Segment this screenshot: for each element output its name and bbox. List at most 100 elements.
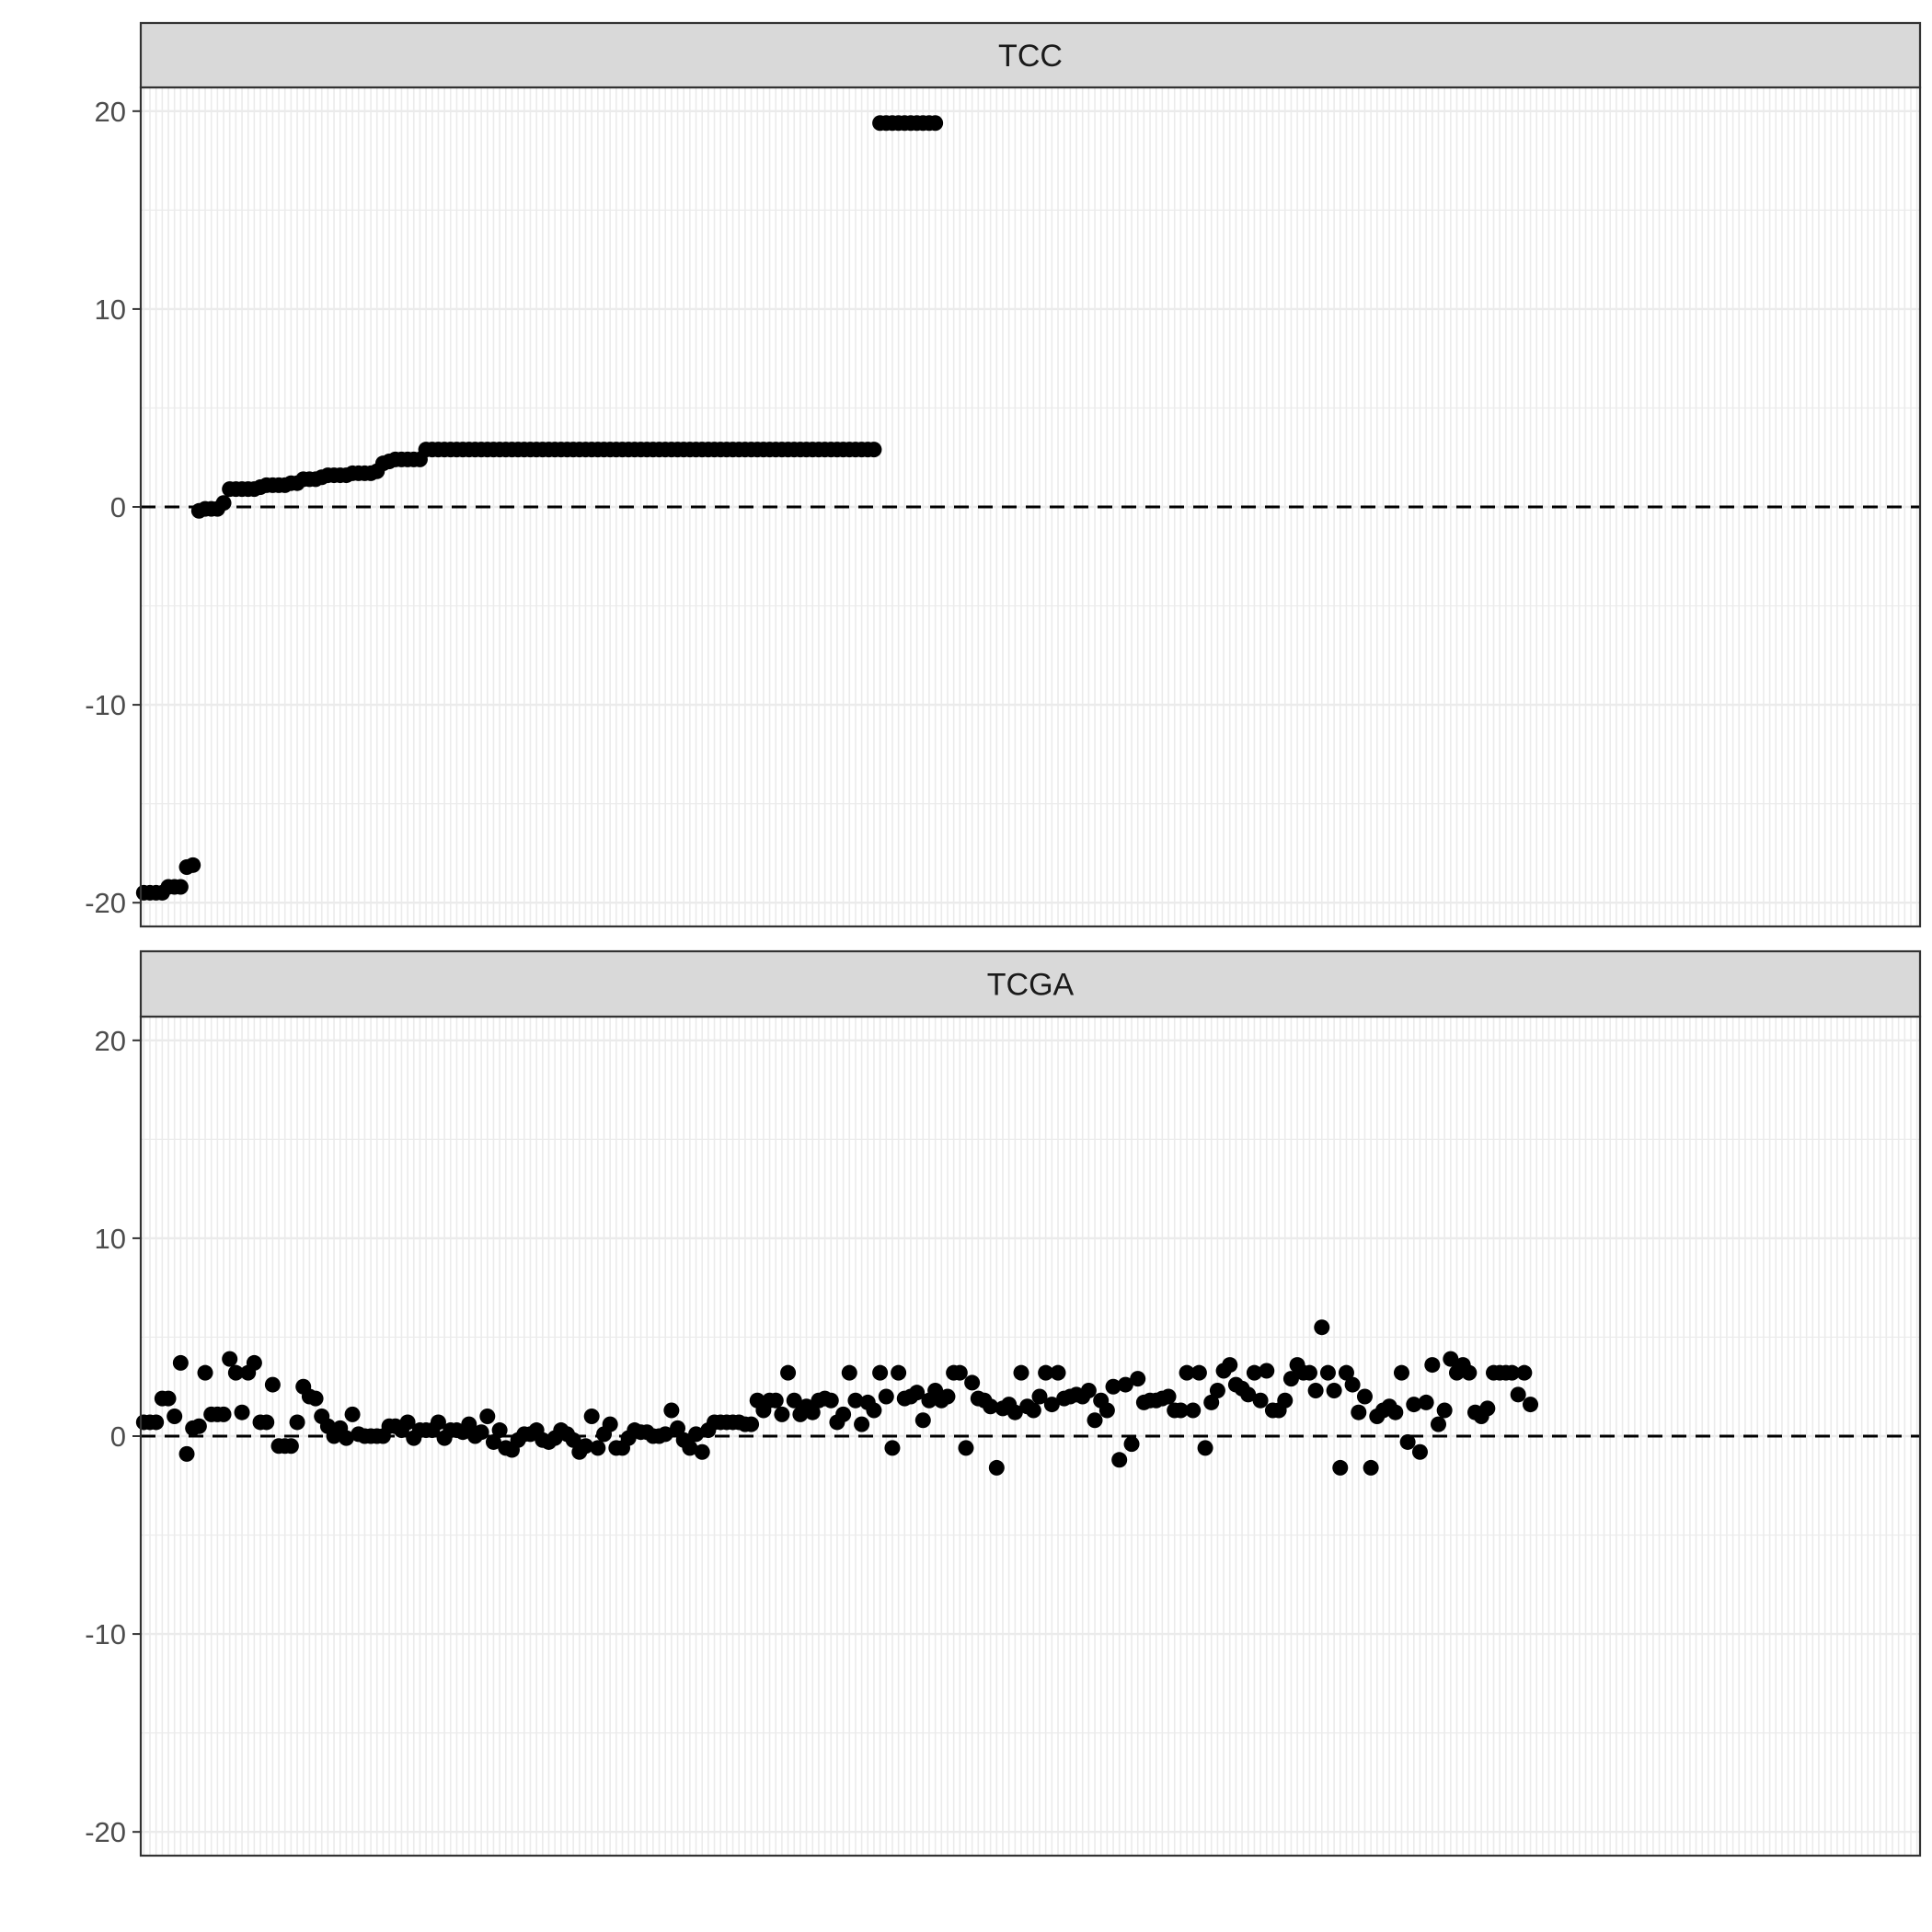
- data-point: [866, 1402, 882, 1419]
- data-point: [682, 1440, 698, 1456]
- data-point: [259, 1414, 275, 1431]
- data-point: [227, 1364, 244, 1381]
- data-point: [743, 1416, 760, 1432]
- data-point: [1246, 1364, 1262, 1381]
- y-axis: -20 -10 0 10 20: [85, 1025, 141, 1848]
- data-point: [215, 1406, 232, 1422]
- data-point: [461, 1416, 477, 1432]
- y-tick-label: 20: [95, 1025, 126, 1057]
- data-point: [602, 1416, 618, 1432]
- data-point: [1252, 1392, 1269, 1409]
- data-point: [1282, 1371, 1299, 1387]
- data-point: [1013, 1364, 1029, 1381]
- data-point: [1332, 1459, 1349, 1476]
- data-point: [909, 1385, 926, 1401]
- data-point: [234, 1404, 250, 1420]
- facet-panel-tcc: TCC -20 -10 0 10 20: [85, 21, 1922, 928]
- data-point: [1209, 1383, 1225, 1399]
- data-point: [1080, 1383, 1097, 1399]
- data-point: [1479, 1400, 1496, 1417]
- data-point: [1259, 1363, 1275, 1379]
- data-point: [847, 1392, 864, 1409]
- data-point: [1363, 1459, 1379, 1476]
- data-point: [1430, 1416, 1446, 1432]
- data-point: [565, 1432, 581, 1448]
- data-point: [185, 857, 201, 873]
- data-point: [172, 1354, 189, 1371]
- data-point: [485, 1433, 501, 1450]
- data-point: [1025, 1402, 1041, 1419]
- data-point: [1307, 1383, 1324, 1399]
- data-point: [1038, 1364, 1054, 1381]
- y-tick-label: -10: [85, 1618, 126, 1650]
- data-point: [148, 1414, 165, 1431]
- data-point: [1351, 1404, 1367, 1420]
- data-point: [835, 1406, 852, 1422]
- y-tick-label: -10: [85, 689, 126, 721]
- data-point: [951, 1364, 968, 1381]
- data-point: [430, 1414, 446, 1431]
- data-point: [1399, 1433, 1416, 1450]
- data-point: [1130, 1371, 1146, 1387]
- data-point: [1418, 1394, 1434, 1410]
- horizontal-gridlines: [141, 109, 1920, 904]
- facet-strip-label: TCC: [998, 39, 1063, 74]
- data-point: [1160, 1388, 1177, 1405]
- data-point: [197, 1364, 213, 1381]
- data-point: [399, 1414, 416, 1431]
- data-point: [988, 1459, 1005, 1476]
- data-point: [282, 1438, 299, 1455]
- data-point: [1461, 1364, 1478, 1381]
- facet-panels: TCC -20 -10 0 10 20 TCGA -20 -10 0 10 20: [85, 21, 1922, 1857]
- data-point: [338, 1430, 354, 1446]
- data-point: [1105, 1378, 1121, 1395]
- facet-strip: [139, 949, 1922, 1018]
- data-point: [1301, 1364, 1317, 1381]
- data-point: [774, 1406, 790, 1422]
- facet-strip: [139, 21, 1922, 89]
- data-point: [479, 1408, 496, 1424]
- data-point: [172, 879, 189, 895]
- data-point: [780, 1364, 797, 1381]
- data-point: [1185, 1402, 1202, 1419]
- data-point: [767, 1392, 784, 1409]
- data-point: [939, 1388, 956, 1405]
- data-point: [1050, 1364, 1066, 1381]
- data-point: [491, 1422, 508, 1439]
- data-point: [1098, 1402, 1115, 1419]
- data-point: [1443, 1351, 1459, 1367]
- data-point: [473, 1424, 489, 1441]
- data-point: [1411, 1443, 1428, 1460]
- data-point: [1277, 1392, 1294, 1409]
- data-point: [1338, 1364, 1354, 1381]
- facet-strip-label: TCGA: [987, 968, 1075, 1003]
- data-point: [964, 1374, 981, 1391]
- data-point: [178, 1445, 195, 1462]
- data-point: [670, 1420, 686, 1436]
- data-point: [1222, 1357, 1238, 1374]
- data-point: [878, 1388, 894, 1405]
- data-point: [1314, 1319, 1330, 1336]
- data-point: [1319, 1364, 1336, 1381]
- data-point: [590, 1440, 606, 1456]
- data-point: [872, 1364, 889, 1381]
- data-point: [1387, 1404, 1404, 1420]
- data-point: [688, 1426, 705, 1443]
- data-point: [1117, 1376, 1133, 1393]
- data-point: [927, 115, 944, 132]
- data-point: [160, 1390, 177, 1407]
- data-point: [289, 1414, 305, 1431]
- y-tick-label: 10: [95, 1223, 126, 1255]
- data-points: [135, 115, 944, 901]
- data-point: [1504, 1364, 1521, 1381]
- data-point: [1393, 1364, 1409, 1381]
- data-point: [344, 1406, 361, 1422]
- data-point: [914, 1412, 931, 1429]
- data-point: [804, 1404, 821, 1420]
- data-point: [1356, 1388, 1373, 1405]
- data-point: [1123, 1436, 1140, 1453]
- data-point: [786, 1392, 802, 1409]
- horizontal-gridlines: [141, 1039, 1920, 1834]
- y-tick-label: 0: [110, 491, 126, 523]
